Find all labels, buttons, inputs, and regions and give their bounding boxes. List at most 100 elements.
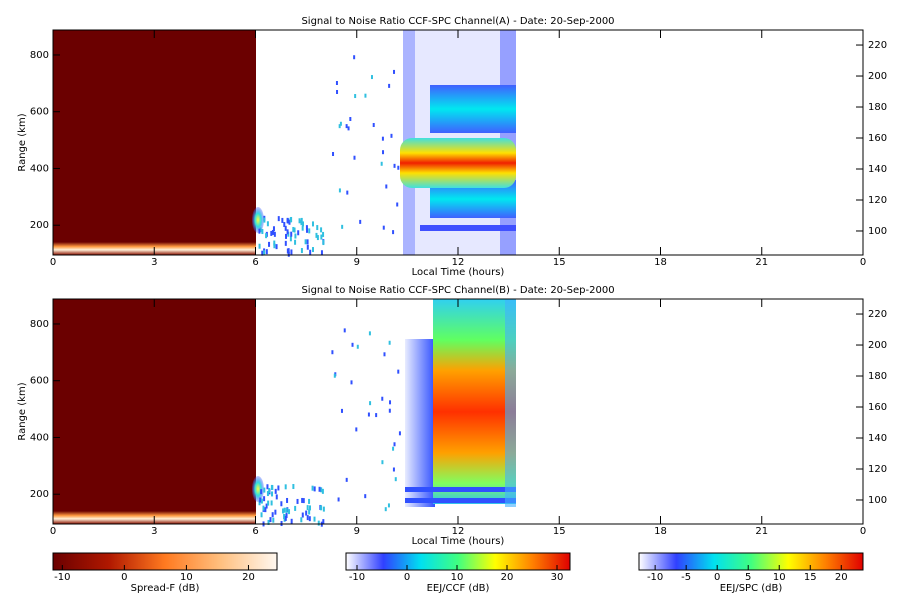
x-tick-label: 0 — [50, 526, 56, 537]
colorbar-tick-label: -10 — [349, 572, 365, 583]
heat — [345, 124, 348, 129]
colorbar-tick-label: 15 — [804, 572, 817, 583]
heat — [339, 121, 342, 126]
colorbar: -10 -5 0 5 10 15 20 EEJ/SPC (dB) — [638, 552, 864, 594]
x-tick-label: 15 — [553, 257, 566, 268]
heat — [350, 380, 353, 385]
x-tick-label: 3 — [151, 257, 157, 268]
colorbar-tick-label: 30 — [551, 572, 564, 583]
x-tick-label: 9 — [354, 257, 360, 268]
y-tick-label: 200 — [30, 220, 49, 231]
heat — [286, 497, 289, 503]
heat — [286, 248, 289, 254]
heat — [382, 225, 385, 230]
x-tick-label: 12 — [452, 526, 465, 537]
heat — [297, 230, 300, 236]
heat — [505, 299, 516, 507]
heat — [341, 224, 344, 229]
heat — [298, 218, 301, 224]
x-tick-label: 3 — [151, 526, 157, 537]
x-tick-label: 9 — [354, 526, 360, 537]
heat — [287, 251, 290, 257]
heat — [268, 241, 271, 247]
x-tick-label: 21 — [755, 257, 768, 268]
heat — [385, 184, 388, 189]
x-tick-label: 18 — [654, 526, 667, 537]
heat — [347, 126, 350, 131]
heat — [274, 509, 277, 515]
heat — [388, 83, 391, 88]
heat — [381, 396, 384, 401]
heat — [261, 229, 264, 235]
y2-tick-label: 140 — [868, 433, 887, 444]
heat — [260, 498, 263, 504]
heat — [266, 221, 269, 227]
panel: Signal to Noise Ratio CCF-SPC Channel(A)… — [17, 16, 887, 278]
heat — [270, 500, 273, 506]
heat — [308, 228, 311, 234]
y2-tick-label: 200 — [868, 71, 887, 82]
heat — [265, 233, 268, 239]
heat — [383, 352, 386, 357]
colorbar: -10 0 10 20 30 EEJ/CCF (dB) — [345, 552, 571, 594]
heat — [271, 229, 274, 235]
heat — [288, 509, 291, 515]
y-tick-label: 800 — [30, 50, 49, 61]
heat — [308, 498, 311, 504]
heat — [305, 225, 308, 231]
heat — [266, 484, 269, 490]
heat — [275, 244, 278, 250]
heat — [333, 373, 336, 378]
heat — [322, 240, 325, 246]
heat — [292, 484, 295, 490]
heat — [300, 248, 303, 254]
heat — [269, 517, 272, 523]
heat — [400, 138, 516, 188]
y2-tick-label: 200 — [868, 340, 887, 351]
colorbar-tick-label: 10 — [773, 572, 786, 583]
heat — [320, 487, 323, 493]
heat — [272, 226, 275, 232]
heat — [301, 225, 304, 231]
heat — [392, 230, 395, 235]
heat — [393, 69, 396, 74]
heat — [252, 476, 264, 502]
colorbar-label: EEJ/SPC (dB) — [720, 583, 783, 594]
y2-tick-label: 220 — [868, 40, 887, 51]
colorbar-tick-label: 20 — [501, 572, 514, 583]
heat — [397, 165, 400, 170]
heat — [265, 249, 268, 255]
heat — [375, 413, 378, 418]
y2-tick-label: 120 — [868, 195, 887, 206]
heat — [332, 151, 335, 156]
y-tick-label: 400 — [30, 432, 49, 443]
heat — [263, 250, 266, 256]
x-tick-label: 6 — [252, 526, 258, 537]
x-tick-label: 0 — [860, 526, 866, 537]
heat — [301, 512, 304, 518]
colorbar: -10 0 10 20 Spread-F (dB) — [52, 552, 278, 594]
heat — [369, 401, 372, 406]
heat — [393, 442, 396, 447]
heat — [266, 491, 269, 497]
heat — [306, 227, 309, 233]
heat — [311, 247, 314, 253]
heat — [284, 225, 287, 231]
heat — [267, 519, 270, 525]
heat — [396, 202, 399, 207]
heat — [272, 517, 275, 523]
heat — [390, 133, 393, 138]
heat — [265, 503, 268, 509]
heat — [311, 221, 314, 227]
x-tick-label: 18 — [654, 257, 667, 268]
heat — [263, 496, 266, 502]
heat — [318, 486, 321, 492]
heat — [353, 155, 356, 160]
heat — [380, 161, 383, 166]
heat — [387, 503, 390, 508]
heat — [288, 219, 291, 225]
heat — [359, 219, 362, 224]
heat — [320, 234, 323, 240]
heat — [320, 227, 323, 233]
